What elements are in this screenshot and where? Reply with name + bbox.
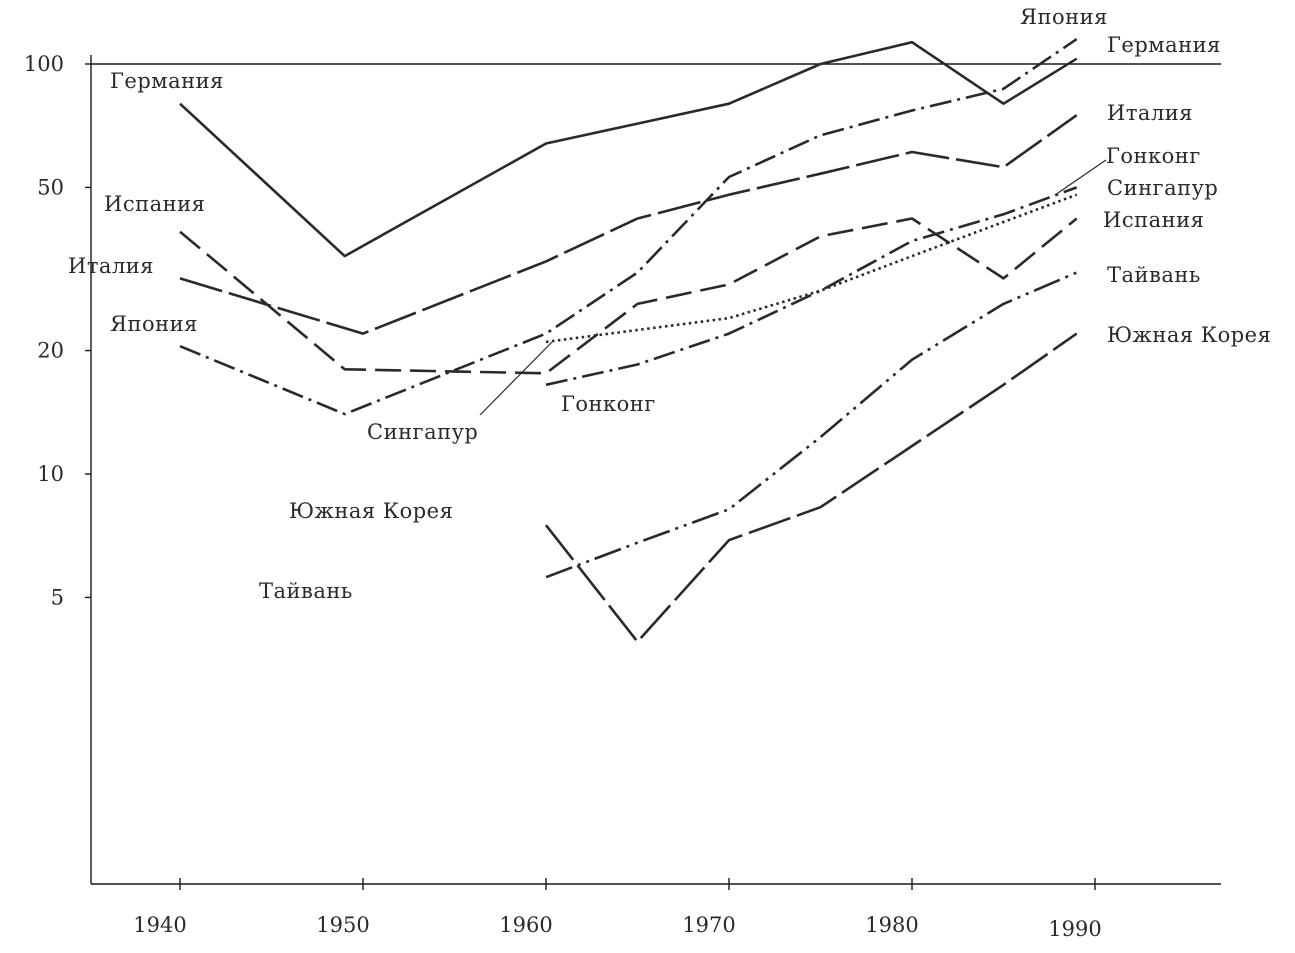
series-lines: [179, 38, 1078, 644]
series-line-7: [544, 332, 1078, 644]
series-label-start: Германия: [110, 69, 224, 93]
series-label-end: Испания: [1103, 208, 1204, 232]
y-tick-label: 10: [37, 462, 64, 486]
x-tick-label: 1940: [133, 913, 186, 937]
leader-line: [479, 341, 553, 416]
series-label-start: Япония: [110, 312, 198, 336]
axes: [85, 55, 1221, 890]
series-line-1: [179, 114, 1078, 335]
series-label-end: Сингапур: [1107, 176, 1218, 200]
series-line-6: [545, 271, 1078, 579]
series-label-start: Тайвань: [259, 579, 353, 603]
x-tick-label: 1960: [499, 913, 552, 937]
series-label-start: Италия: [68, 254, 154, 278]
y-tick-label: 20: [37, 339, 64, 363]
x-tick-label: 1970: [682, 913, 735, 937]
series-label-end: Южная Корея: [1107, 323, 1271, 347]
leader-line: [1054, 159, 1107, 196]
series-label-start: Южная Корея: [289, 499, 453, 523]
series-line-5: [545, 186, 1078, 387]
x-tick-label: 1980: [865, 913, 918, 937]
y-tick-label: 5: [51, 585, 64, 609]
y-tick-label: 100: [24, 52, 64, 76]
x-tick-label: 1990: [1048, 917, 1101, 941]
tick-labels: 1940 1950 1960 1970 1980 1990 5 10 20 50 100: [24, 52, 1102, 941]
y-tick-label: 50: [37, 175, 64, 199]
series-label-end: Италия: [1107, 101, 1193, 125]
series-label-end: Тайвань: [1107, 263, 1201, 287]
series-labels: Германия Испания Италия Япония Сингапур Гонко…: [68, 5, 1271, 603]
series-label-end: Япония: [1020, 5, 1108, 29]
series-line-2: [179, 217, 1078, 375]
series-label-start: Гонконг: [561, 392, 656, 416]
x-tick-label: 1950: [316, 913, 369, 937]
series-line-0: [179, 40, 1078, 258]
series-label-start: Сингапур: [367, 420, 478, 444]
series-label-end: Германия: [1107, 33, 1221, 57]
series-label-end: Гонконг: [1106, 144, 1201, 168]
series-label-start: Испания: [104, 192, 205, 216]
series-line-3: [179, 38, 1078, 416]
